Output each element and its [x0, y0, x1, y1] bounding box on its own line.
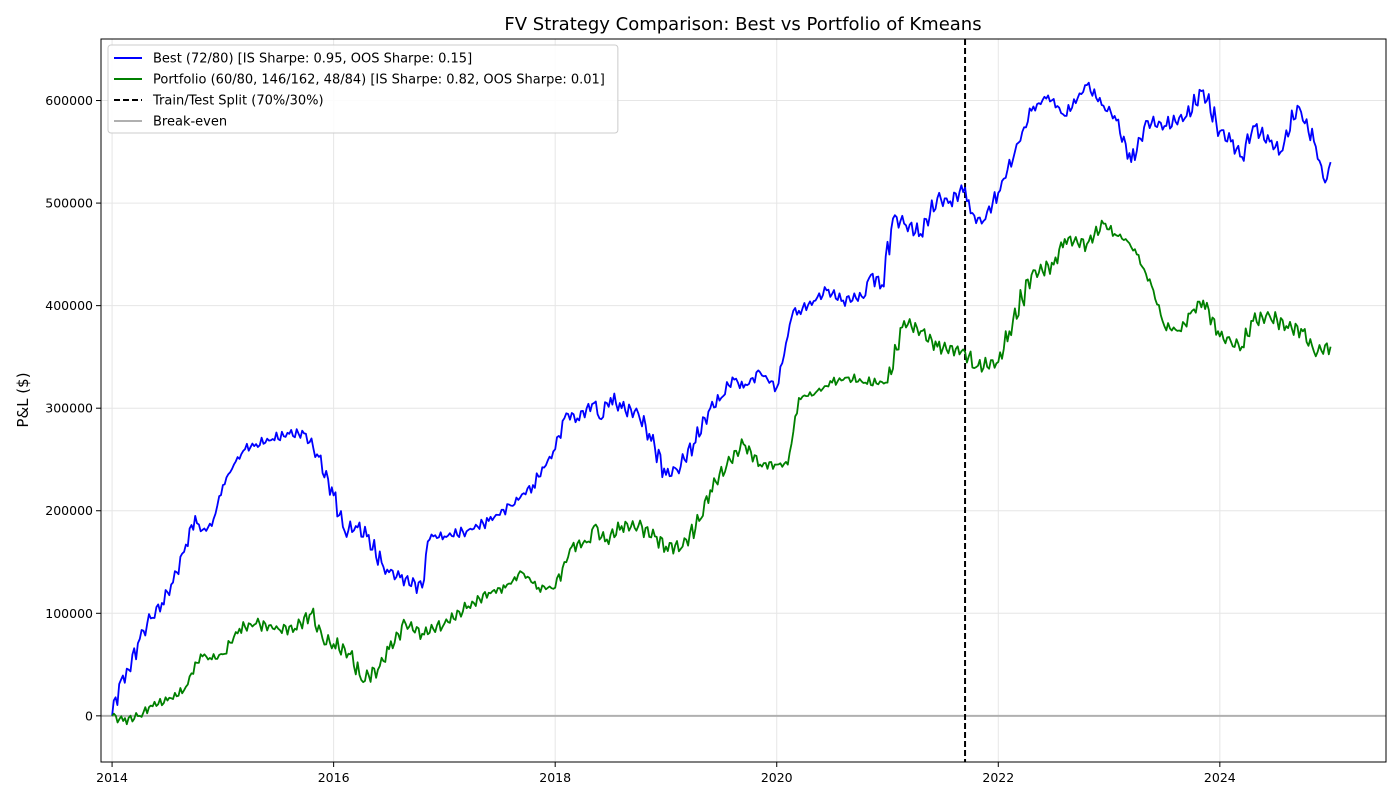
reference-lines: [101, 39, 1386, 762]
x-tick-label: 2018: [539, 770, 571, 785]
y-tick-label: 400000: [45, 298, 93, 313]
x-tick-label: 2022: [982, 770, 1014, 785]
y-tick-label: 100000: [45, 606, 93, 621]
legend-label-split: Train/Test Split (70%/30%): [152, 94, 324, 109]
y-axis-label: P&L ($): [14, 372, 32, 427]
series-line-best: [111, 81, 1332, 716]
axes: 2014 2016 2018 2020 2022 2024 0 100000 200000 300…: [45, 93, 1236, 785]
legend-label-portfolio: Portfolio (60/80, 146/162, 48/84) [IS Sh…: [153, 73, 605, 88]
grid-lines: [101, 39, 1386, 762]
series-line-portfolio: [111, 219, 1332, 726]
x-tick-label: 2024: [1204, 770, 1236, 785]
y-tick-label: 600000: [45, 93, 93, 108]
series-lines: [111, 81, 1332, 726]
plot-frame: [100, 38, 1387, 763]
legend: Best (72/80) [IS Sharpe: 0.95, OOS Sharp…: [107, 44, 619, 134]
x-tick-label: 2014: [96, 770, 128, 785]
chart-title: FV Strategy Comparison: Best vs Portfoli…: [504, 14, 981, 35]
legend-box: [107, 44, 619, 134]
y-tick-label: 500000: [45, 196, 93, 211]
y-tick-label: 300000: [45, 401, 93, 416]
legend-label-best: Best (72/80) [IS Sharpe: 0.95, OOS Sharp…: [153, 52, 472, 67]
x-tick-label: 2020: [761, 770, 793, 785]
y-tick-label: 0: [85, 708, 93, 723]
y-tick-label: 200000: [45, 503, 93, 518]
x-tick-label: 2016: [318, 770, 350, 785]
legend-label-breakeven: Break-even: [153, 115, 227, 130]
